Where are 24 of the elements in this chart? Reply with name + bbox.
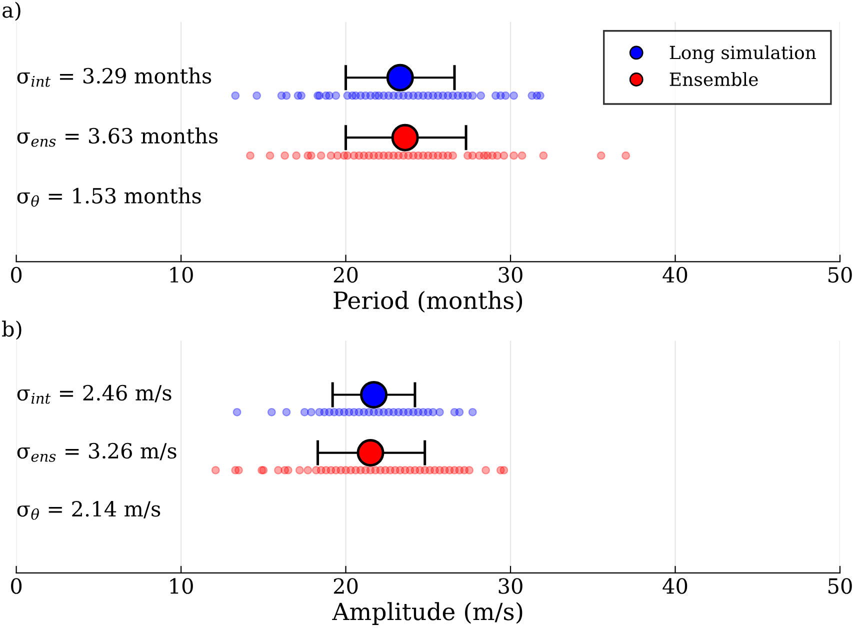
- y-tick-label: σ$_{ens}$ = 3.63 months: [17, 128, 218, 147]
- y-tick-label: σ$_{θ}$ = 1.53 months: [17, 187, 201, 207]
- x-tick-label: 0: [11, 578, 22, 594]
- chart-title: b): [2, 320, 22, 340]
- legend-label: Ensemble: [670, 72, 758, 86]
- x-tick-label: 40: [662, 266, 688, 283]
- x-tick-label: 50: [828, 578, 852, 594]
- x-tick-label: 30: [498, 578, 522, 594]
- x-tick-label: 0: [11, 266, 22, 283]
- chart-title: a): [2, 2, 20, 21]
- y-tick-label: σ$_{ens}$ = 3.26 m/s: [17, 442, 176, 462]
- x-tick-label: 40: [662, 578, 688, 594]
- x-tick-label: 10: [170, 266, 193, 283]
- y-tick-label: σ$_{int}$ = 2.46 m/s: [17, 384, 172, 404]
- x-tick-label: 10: [170, 578, 193, 594]
- y-tick-label: σ$_{int}$ = 3.29 months: [17, 68, 212, 87]
- x-tick-label: 20: [334, 578, 358, 594]
- y-tick-label: σ$_{θ}$ = 2.14 m/s: [17, 500, 160, 520]
- x-axis-title: Amplitude (m/s): [332, 602, 522, 625]
- x-tick-label: 50: [828, 266, 852, 283]
- x-axis-title: Period (months): [334, 290, 522, 313]
- x-tick-label: 30: [498, 266, 522, 283]
- x-tick-label: 20: [334, 266, 358, 283]
- legend-label: Long simulation: [670, 45, 816, 64]
